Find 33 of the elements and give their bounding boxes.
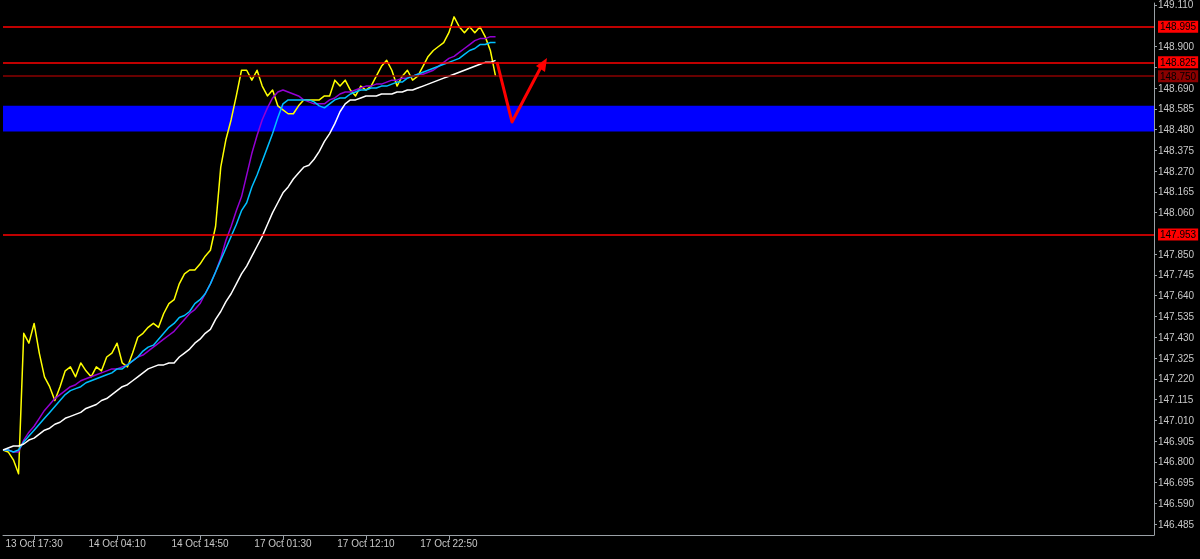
y-tick-label: 148.900 [1158, 41, 1195, 53]
y-tick-label: 147.325 [1158, 352, 1195, 364]
y-tick-label: 148.165 [1158, 186, 1195, 198]
x-tick-label: 17 Oct 22:50 [420, 537, 478, 549]
y-tick-label: 146.905 [1158, 435, 1195, 447]
x-tick-label: 17 Oct 12:10 [337, 537, 395, 549]
y-tick-label: 148.480 [1158, 124, 1195, 136]
x-tick-label: 14 Oct 14:50 [171, 537, 230, 549]
y-tick-label: 149.110 [1158, 0, 1194, 11]
y-tick-label: 147.220 [1158, 373, 1195, 385]
x-tick-label: 17 Oct 01:30 [254, 537, 313, 549]
y-tick-label: 147.115 [1158, 394, 1194, 406]
y-tick-label: 148.270 [1158, 165, 1195, 177]
ref-line-label: 148.995 [1160, 21, 1197, 33]
y-tick-label: 147.010 [1158, 414, 1195, 426]
y-tick-label: 148.375 [1158, 144, 1195, 156]
y-tick-label: 148.060 [1158, 207, 1195, 219]
y-tick-label: 146.590 [1158, 497, 1195, 509]
x-tick-label: 13 Oct 17:30 [5, 537, 64, 549]
y-tick-label: 148.585 [1158, 103, 1195, 115]
ref-line-label: 148.750 [1160, 70, 1197, 82]
y-tick-label: 147.640 [1158, 290, 1195, 302]
y-tick-label: 147.430 [1158, 331, 1195, 343]
y-tick-label: 147.850 [1158, 248, 1195, 260]
y-tick-label: 147.745 [1158, 269, 1195, 281]
y-tick-label: 147.535 [1158, 310, 1195, 322]
ref-line-label: 148.825 [1160, 56, 1197, 68]
y-tick-label: 146.695 [1158, 477, 1195, 489]
ref-line-label: 147.953 [1160, 228, 1197, 240]
y-tick-label: 146.800 [1158, 456, 1195, 468]
x-tick-label: 14 Oct 04:10 [88, 537, 147, 549]
y-tick-label: 148.690 [1158, 82, 1195, 94]
y-tick-label: 146.485 [1158, 518, 1195, 530]
